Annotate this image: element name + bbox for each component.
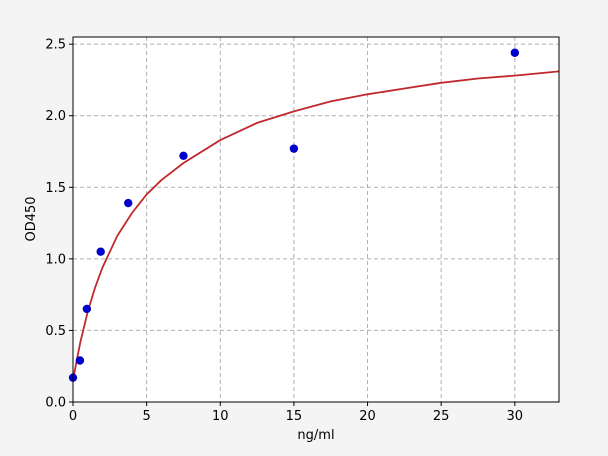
fit-curve xyxy=(72,70,560,381)
plot-frame xyxy=(72,36,560,403)
x-tick-label: 10 xyxy=(212,409,229,424)
x-tick-label: 0 xyxy=(69,409,77,424)
data-point xyxy=(96,247,105,256)
fit-curve-group xyxy=(72,70,560,381)
y-axis-label: OD450 xyxy=(24,196,39,241)
data-point xyxy=(124,198,133,208)
x-tick-label: 15 xyxy=(286,409,303,424)
x-tick-label: 25 xyxy=(433,409,450,424)
y-tick-label: 1.5 xyxy=(45,181,66,196)
x-tick-label: 20 xyxy=(359,409,376,424)
data-point xyxy=(289,144,299,153)
plot-area xyxy=(73,37,559,402)
x-axis-ticks: 0 5 10 15 20 25 30 xyxy=(69,402,523,424)
data-point xyxy=(75,356,85,365)
y-tick-label: 0.0 xyxy=(45,396,66,411)
y-tick-label: 0.5 xyxy=(45,324,66,339)
y-tick-label: 2.0 xyxy=(45,109,66,124)
x-tick-label: 5 xyxy=(142,409,150,424)
x-tick-label: 30 xyxy=(507,409,524,424)
data-point xyxy=(179,151,188,161)
data-point xyxy=(82,304,92,314)
data-points-group xyxy=(68,48,520,382)
x-axis-label: ng/ml xyxy=(297,428,334,443)
y-tick-label: 2.5 xyxy=(45,38,66,53)
y-tick-label: 1.0 xyxy=(45,252,66,267)
y-axis-ticks: 0.0 0.5 1.0 1.5 2.0 2.5 xyxy=(45,38,73,411)
data-point xyxy=(510,48,520,57)
